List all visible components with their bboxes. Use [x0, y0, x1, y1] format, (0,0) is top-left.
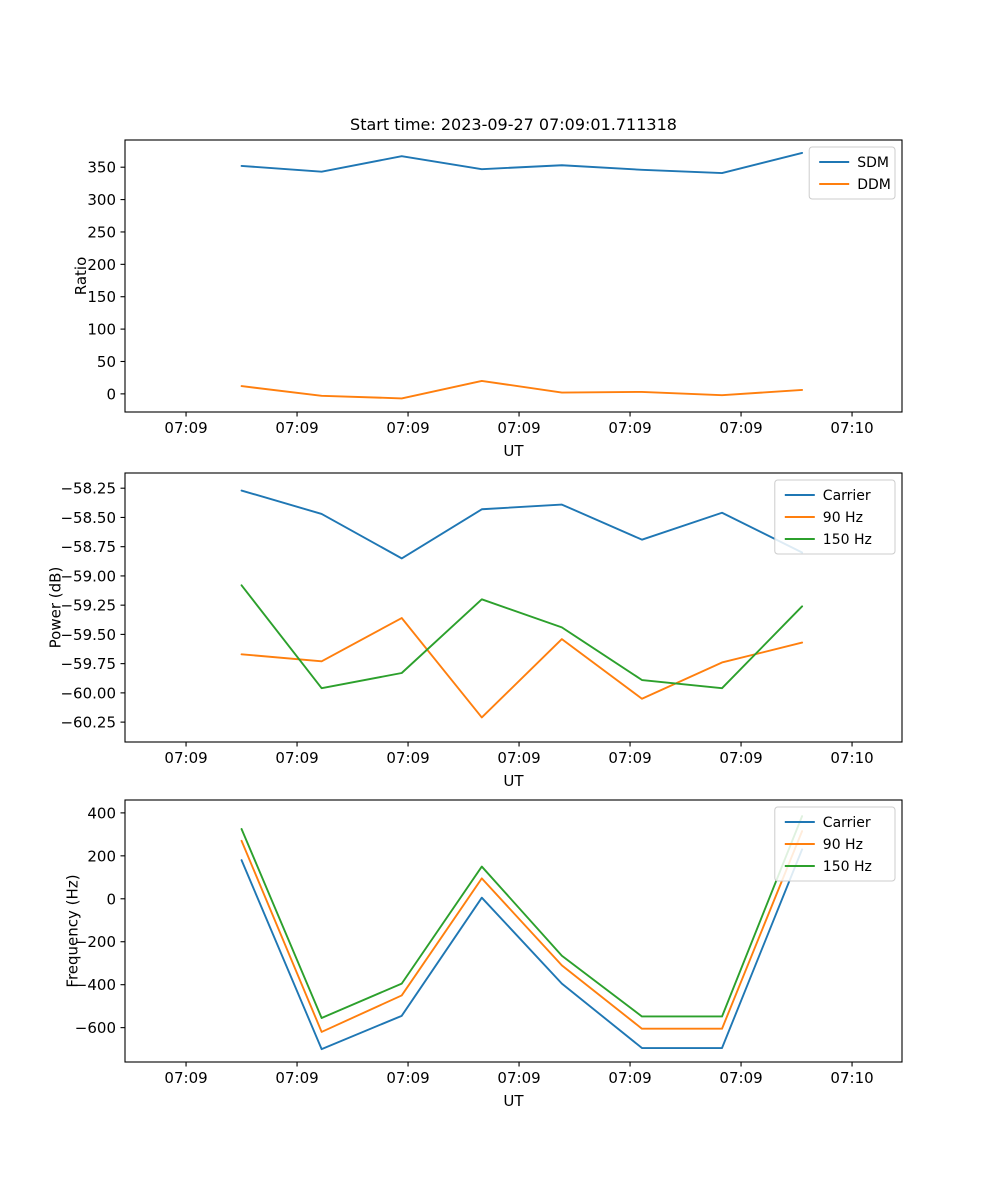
x-tick-label: 07:10 — [830, 419, 873, 437]
y-tick-label: −59.25 — [60, 597, 116, 615]
series-line-90-hz — [240, 617, 804, 719]
y-tick-label: −58.50 — [60, 509, 116, 527]
y-tick-label: 200 — [87, 847, 116, 865]
ratio-plot: 07:09 07:09 07:09 07:09 07:09 07:09 07:10 0 50 10… — [72, 115, 903, 460]
y-tick-label: −200 — [75, 933, 116, 951]
x-tick-label: 07:09 — [719, 1069, 762, 1087]
x-tick-label: 07:09 — [608, 749, 651, 767]
legend-box — [808, 146, 896, 200]
y-tick-label: −58.25 — [60, 480, 116, 498]
y-tick-label: 350 — [87, 159, 116, 177]
x-tick-label: 07:10 — [830, 749, 873, 767]
y-tick-label: 250 — [87, 223, 116, 241]
x-tick-label: 07:09 — [164, 1069, 207, 1087]
y-tick-label: 0 — [106, 385, 116, 403]
legend: Carrier 90 Hz 150 Hz — [774, 479, 896, 555]
power-plot: 07:09 07:09 07:09 07:09 07:09 07:09 07:10 −58.2… — [47, 472, 903, 790]
y-tick-label: −60.00 — [60, 684, 116, 702]
legend: Carrier 90 Hz 150 Hz — [774, 806, 896, 882]
legend: SDM DDM — [808, 146, 896, 200]
x-tick-label: 07:09 — [164, 749, 207, 767]
x-tick-label: 07:09 — [275, 1069, 318, 1087]
y-tick-label: −59.50 — [60, 626, 116, 644]
y-tick-label: −60.25 — [60, 714, 116, 732]
y-axis-label: Ratio — [72, 257, 90, 296]
legend-label-90-hz: 90 Hz — [823, 510, 863, 526]
series-line-150-hz — [240, 815, 804, 1019]
y-tick-label: 100 — [87, 321, 116, 339]
series-line-carrier — [240, 489, 804, 560]
x-axis-label: UT — [503, 442, 524, 460]
x-tick-label: 07:09 — [719, 749, 762, 767]
x-tick-label: 07:09 — [608, 419, 651, 437]
y-tick-label: 200 — [87, 256, 116, 274]
x-tick-label: 07:09 — [275, 419, 318, 437]
axes-frame — [124, 139, 903, 413]
x-tick-label: 07:09 — [386, 1069, 429, 1087]
series-line-ddm — [240, 379, 804, 400]
y-tick-label: −59.00 — [60, 567, 116, 585]
frequency-plot: 07:09 07:09 07:09 07:09 07:09 07:09 07:10 400 20… — [63, 799, 903, 1110]
x-tick-label: 07:09 — [608, 1069, 651, 1087]
y-axis-label: Power (dB) — [47, 567, 65, 649]
legend-label-150-hz: 150 Hz — [823, 859, 872, 875]
series-line-sdm — [240, 151, 804, 174]
x-tick-label: 07:09 — [386, 749, 429, 767]
y-tick-label: 50 — [97, 353, 116, 371]
x-axis-label: UT — [503, 1092, 524, 1110]
series-line-150-hz — [240, 584, 804, 690]
y-tick-label: 0 — [106, 890, 116, 908]
legend-label-sdm: SDM — [857, 155, 889, 171]
y-tick-label: −58.75 — [60, 538, 116, 556]
x-tick-label: 07:09 — [497, 1069, 540, 1087]
legend-label-carrier: Carrier — [823, 488, 871, 504]
chart-title: Start time: 2023-09-27 07:09:01.711318 — [350, 115, 677, 134]
legend-label-ddm: DDM — [857, 177, 891, 193]
y-axis-label: Frequency (Hz) — [63, 874, 81, 987]
series-line-carrier — [240, 848, 804, 1051]
axes-frame — [124, 799, 903, 1063]
series-line-90-hz — [240, 830, 804, 1033]
y-tick-label: 400 — [87, 804, 116, 822]
x-tick-label: 07:09 — [164, 419, 207, 437]
y-tick-label: −600 — [75, 1019, 116, 1037]
x-tick-label: 07:10 — [830, 1069, 873, 1087]
y-tick-label: 150 — [87, 288, 116, 306]
axes-frame — [124, 472, 903, 743]
legend-label-150-hz: 150 Hz — [823, 532, 872, 548]
x-tick-label: 07:09 — [719, 419, 762, 437]
y-tick-label: −400 — [75, 976, 116, 994]
legend-label-90-hz: 90 Hz — [823, 837, 863, 853]
legend-label-carrier: Carrier — [823, 815, 871, 831]
legend-box — [774, 479, 896, 555]
x-tick-label: 07:09 — [386, 419, 429, 437]
x-axis-label: UT — [503, 772, 524, 790]
x-tick-label: 07:09 — [497, 419, 540, 437]
legend-box — [774, 806, 896, 882]
y-tick-label: −59.75 — [60, 655, 116, 673]
y-tick-label: 300 — [87, 191, 116, 209]
x-tick-label: 07:09 — [497, 749, 540, 767]
x-tick-label: 07:09 — [275, 749, 318, 767]
